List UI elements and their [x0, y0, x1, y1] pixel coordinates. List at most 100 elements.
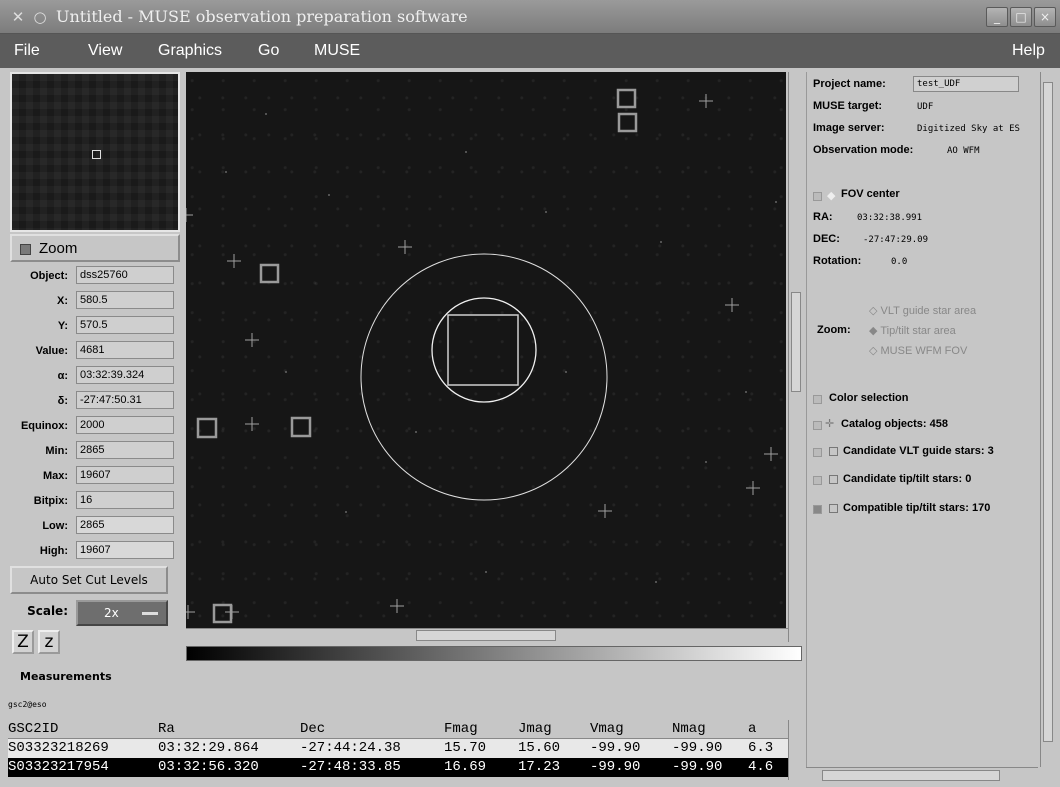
maximize-button[interactable]: □ — [1010, 7, 1032, 27]
field-min: Min: 2865 — [10, 441, 182, 463]
table-row-selected[interactable]: S03323217954 03:32:56.320 -27:48:33.85 1… — [8, 758, 788, 777]
close-button[interactable]: × — [1034, 7, 1056, 27]
color-selection-label: Color selection — [829, 392, 909, 404]
rotation-value: 0.0 — [891, 257, 908, 267]
field-object: Object: dss25760 — [10, 266, 182, 288]
field-max: Max: 19607 — [10, 466, 182, 488]
square-icon — [829, 475, 838, 484]
field-y: Y: 570.5 — [10, 316, 182, 338]
window-title: Untitled - MUSE observation preparation … — [56, 7, 468, 26]
menu-file[interactable]: File — [14, 42, 40, 59]
field-alpha: α: 03:32:39.324 — [10, 366, 182, 388]
field-high[interactable]: High: 19607 — [10, 541, 182, 563]
col-dec[interactable]: Dec — [300, 721, 326, 737]
zoom-toggle[interactable]: Zoom — [10, 234, 180, 262]
project-name-input[interactable]: test_UDF — [913, 76, 1019, 92]
image-vertical-scrollbar[interactable] — [788, 72, 804, 642]
auto-set-cut-levels-button[interactable]: Auto Set Cut Levels — [10, 566, 168, 594]
catalog-objects-checkbox[interactable] — [813, 421, 822, 430]
zoom-area-label: Zoom: — [817, 324, 851, 336]
field-low[interactable]: Low: 2865 — [10, 516, 182, 538]
observation-mode-value: AO WFM — [947, 146, 980, 156]
table-header: GSC2ID Ra Dec Fmag Jmag Vmag Nmag a — [8, 720, 788, 739]
menu-graphics[interactable]: Graphics — [158, 42, 223, 59]
compatible-stars-label: Compatible tip/tilt stars: 170 — [843, 502, 991, 514]
tip-tilt-stars-checkbox[interactable] — [813, 476, 822, 485]
pan-marker[interactable] — [92, 150, 101, 159]
observation-mode-label: Observation mode: — [813, 144, 914, 156]
image-horizontal-scrollbar[interactable] — [186, 628, 788, 643]
col-nmag[interactable]: Nmag — [672, 721, 706, 737]
image-server-label: Image server: — [813, 122, 885, 134]
fov-center-icon: ◆ — [827, 189, 836, 202]
candidate-stars — [196, 88, 638, 624]
scale-select[interactable]: 2x — [76, 600, 168, 626]
col-gsc2id[interactable]: GSC2ID — [8, 721, 59, 737]
col-vmag[interactable]: Vmag — [590, 721, 624, 737]
muse-wfm-fov — [447, 314, 519, 386]
menu-bar: File View Graphics Go MUSE Help — [0, 34, 1060, 68]
zoom-option-tiptilt[interactable]: ◆ Tip/tilt star area — [869, 325, 956, 337]
image-horizontal-thumb[interactable] — [416, 630, 556, 641]
sky-image[interactable] — [186, 72, 786, 628]
zoom-out-button[interactable]: z — [38, 630, 60, 654]
image-server-value: Digitized Sky at ES — [917, 124, 1020, 134]
field-delta: δ: -27:47:50.31 — [10, 391, 182, 413]
title-bar: ✕ ○ Untitled - MUSE observation preparat… — [0, 0, 1060, 34]
menu-view[interactable]: View — [88, 42, 123, 59]
menu-help[interactable]: Help — [1012, 42, 1045, 59]
field-x: X: 580.5 — [10, 291, 182, 313]
table-row[interactable]: S03323218269 03:32:29.864 -27:44:24.38 1… — [8, 739, 788, 758]
scale-label: Scale: — [27, 604, 68, 618]
minimize-button[interactable]: _ — [986, 7, 1008, 27]
muse-target-value: UDF — [917, 102, 934, 112]
dec-label: DEC: — [813, 233, 840, 245]
cross-icon: ✛ — [825, 417, 835, 430]
option-menu-icon — [142, 612, 158, 615]
menu-go[interactable]: Go — [258, 42, 280, 59]
window-menu-icon[interactable]: ○ — [33, 8, 47, 26]
fov-center-label: FOV center — [841, 188, 900, 200]
faint-stars — [225, 113, 777, 583]
zoom-label: Zoom — [39, 240, 78, 257]
ra-value: 03:32:38.991 — [857, 213, 923, 223]
colormap-bar — [186, 646, 802, 661]
col-a[interactable]: a — [748, 721, 757, 737]
zoom-option-muse[interactable]: ◇ MUSE WFM FOV — [869, 345, 968, 357]
field-equinox: Equinox: 2000 — [10, 416, 182, 438]
low-input[interactable]: 2865 — [76, 516, 174, 534]
col-jmag[interactable]: Jmag — [518, 721, 552, 737]
measurements-panel: Measurements gsc2@eso GSC2ID Ra Dec Fmag… — [0, 664, 804, 787]
measurements-title: Measurements — [20, 670, 112, 683]
zoom-option-vlt[interactable]: ◇ VLT guide star area — [869, 305, 977, 317]
menu-muse[interactable]: MUSE — [314, 42, 361, 59]
zoom-checkbox[interactable] — [20, 244, 31, 255]
high-input[interactable]: 19607 — [76, 541, 174, 559]
vlt-guide-stars-label: Candidate VLT guide stars: 3 — [843, 445, 994, 457]
zoom-in-button[interactable]: Z — [12, 630, 34, 654]
col-fmag[interactable]: Fmag — [444, 721, 478, 737]
table-vertical-scrollbar[interactable] — [788, 720, 804, 780]
panel-horizontal-scrollbar[interactable] — [806, 767, 1038, 783]
image-vertical-thumb[interactable] — [791, 292, 801, 392]
catalog-objects-label: Catalog objects: 458 — [841, 418, 948, 430]
square-icon — [829, 504, 838, 513]
vlt-guide-stars-checkbox[interactable] — [813, 448, 822, 457]
rotation-label: Rotation: — [813, 255, 862, 267]
panel-vertical-thumb[interactable] — [1043, 82, 1053, 742]
dec-value: -27:47:29.09 — [863, 235, 929, 245]
ra-label: RA: — [813, 211, 833, 223]
compatible-stars-checkbox[interactable] — [813, 505, 822, 514]
panel-vertical-scrollbar[interactable] — [1040, 72, 1056, 767]
observation-panel: Project name: test_UDF MUSE target: UDF … — [806, 72, 1040, 767]
fov-center-checkbox[interactable] — [813, 192, 822, 201]
color-selection-checkbox[interactable] — [813, 395, 822, 404]
pan-thumbnail[interactable] — [10, 72, 180, 232]
project-name-label: Project name: — [813, 78, 886, 90]
catalog-name: gsc2@eso — [8, 700, 47, 709]
app-menu-icon[interactable]: ✕ — [11, 8, 25, 26]
square-icon — [829, 447, 838, 456]
col-ra[interactable]: Ra — [158, 721, 175, 737]
panel-horizontal-thumb[interactable] — [822, 770, 1000, 781]
catalog-objects — [186, 94, 778, 619]
